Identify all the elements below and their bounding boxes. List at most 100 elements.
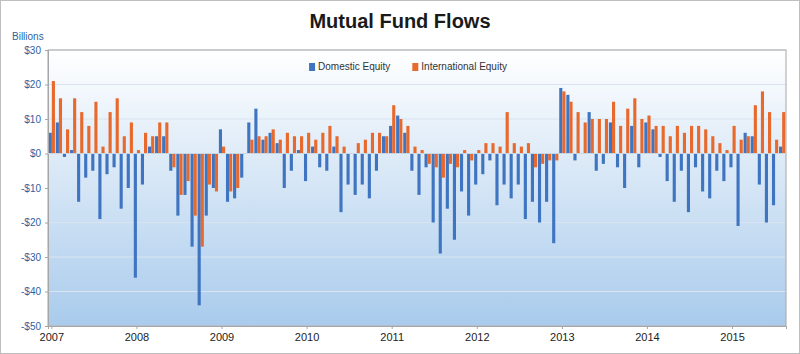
bar bbox=[205, 154, 208, 216]
bar bbox=[134, 154, 137, 278]
bar bbox=[488, 154, 491, 161]
bar bbox=[481, 154, 484, 175]
y-tick: -$20 bbox=[21, 217, 48, 228]
bar bbox=[151, 136, 154, 153]
bar bbox=[449, 154, 452, 164]
x-tick: 2015 bbox=[720, 326, 744, 343]
bar bbox=[534, 154, 537, 168]
legend-swatch bbox=[309, 63, 315, 71]
x-tick-mark bbox=[732, 326, 733, 329]
bar bbox=[616, 154, 619, 168]
x-tick-mark bbox=[392, 326, 393, 329]
x-tick-mark bbox=[477, 326, 478, 329]
y-tick-label: $0 bbox=[30, 148, 42, 159]
bar bbox=[354, 154, 357, 195]
grid-line bbox=[48, 153, 786, 154]
bar bbox=[552, 154, 555, 244]
y-axis-title: Billions bbox=[12, 31, 44, 42]
bar bbox=[503, 154, 506, 185]
bar bbox=[470, 154, 473, 161]
bar bbox=[708, 154, 711, 199]
x-tick-label: 2013 bbox=[550, 331, 574, 343]
bar bbox=[446, 154, 449, 209]
x-tick-mark bbox=[222, 326, 223, 329]
bar bbox=[94, 102, 97, 154]
legend-swatch bbox=[412, 63, 418, 71]
bar bbox=[588, 112, 591, 153]
bar bbox=[737, 154, 740, 226]
x-tick: 2011 bbox=[380, 326, 404, 343]
bar bbox=[644, 122, 647, 153]
bar bbox=[506, 112, 509, 153]
bar bbox=[116, 98, 119, 153]
bar bbox=[198, 154, 201, 306]
x-tick-label: 2008 bbox=[125, 331, 149, 343]
bar bbox=[73, 98, 76, 153]
bar bbox=[694, 154, 697, 168]
bar bbox=[562, 91, 565, 153]
y-axis: -$50-$40-$30-$20-$10$0$10$20$30 bbox=[21, 45, 49, 332]
bar bbox=[517, 154, 520, 185]
x-tick: 2014 bbox=[635, 326, 659, 343]
bar bbox=[179, 154, 182, 195]
bar bbox=[687, 154, 690, 213]
bar bbox=[467, 154, 470, 216]
chart-container: -$50-$40-$30-$20-$10$0$10$20$30200720082… bbox=[0, 0, 800, 354]
bar bbox=[744, 133, 747, 154]
bar bbox=[290, 154, 293, 171]
plot-frame bbox=[48, 50, 786, 326]
bar bbox=[432, 154, 435, 223]
bar bbox=[343, 147, 346, 154]
bar bbox=[321, 133, 324, 154]
y-tick-mark bbox=[45, 257, 48, 258]
bar bbox=[499, 147, 502, 154]
y-tick-mark bbox=[45, 223, 48, 224]
legend: Domestic EquityInternational Equity bbox=[309, 61, 507, 72]
bar bbox=[392, 105, 395, 153]
bar bbox=[222, 147, 225, 154]
x-tick-mark bbox=[307, 326, 308, 329]
bar bbox=[421, 150, 424, 153]
bar bbox=[701, 154, 704, 192]
legend-label: International Equity bbox=[421, 61, 507, 72]
y-tick-label: -$20 bbox=[21, 217, 41, 228]
bar bbox=[417, 154, 420, 195]
bar bbox=[715, 154, 718, 171]
bar bbox=[623, 154, 626, 189]
bar bbox=[524, 154, 527, 220]
x-axis: 200720082009201020112012201320142015 bbox=[40, 326, 787, 343]
bar bbox=[584, 122, 587, 153]
bar bbox=[399, 119, 402, 154]
bar bbox=[63, 154, 66, 157]
bar bbox=[286, 133, 289, 154]
x-tick-label: 2014 bbox=[635, 331, 659, 343]
y-tick: -$40 bbox=[21, 286, 48, 297]
bar bbox=[113, 154, 116, 168]
bar bbox=[673, 154, 676, 202]
bar bbox=[311, 147, 314, 154]
bar bbox=[382, 136, 385, 153]
bar bbox=[619, 126, 622, 154]
bar bbox=[491, 143, 494, 153]
bar bbox=[70, 150, 73, 153]
bar bbox=[194, 154, 197, 216]
bar bbox=[545, 154, 548, 202]
bar bbox=[666, 154, 669, 182]
bar bbox=[761, 91, 764, 153]
bar bbox=[439, 154, 442, 254]
bar bbox=[559, 88, 562, 154]
y-tick-label: $10 bbox=[24, 114, 41, 125]
bar bbox=[651, 129, 654, 153]
bar bbox=[704, 129, 707, 153]
bar bbox=[183, 154, 186, 195]
bar bbox=[328, 126, 331, 154]
bar bbox=[49, 133, 52, 154]
bar bbox=[602, 154, 605, 164]
grid-line bbox=[48, 291, 786, 292]
bar bbox=[229, 154, 232, 192]
bar bbox=[754, 105, 757, 153]
bar bbox=[510, 154, 513, 199]
bar bbox=[77, 154, 80, 202]
bar bbox=[123, 136, 126, 153]
bar bbox=[261, 140, 264, 154]
